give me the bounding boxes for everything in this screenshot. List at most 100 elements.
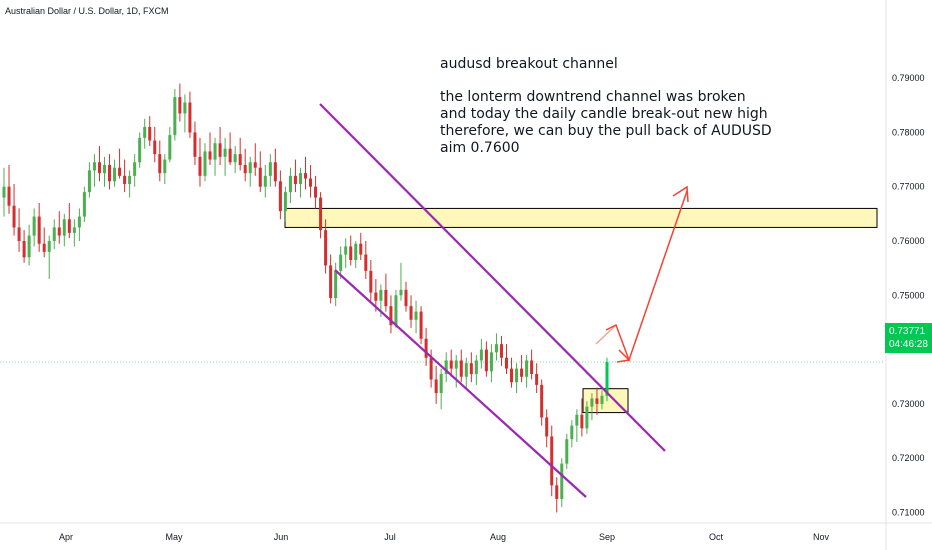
candle-body: [484, 349, 488, 372]
current-price-badge: 0.73771 04:46:28: [885, 323, 932, 353]
candle-body: [454, 360, 458, 369]
y-tick-label: 0.77000: [892, 182, 925, 192]
candle-body: [409, 306, 413, 320]
candle-body: [349, 246, 353, 261]
candle-body: [123, 175, 127, 184]
candle-body: [429, 357, 433, 380]
candle-body: [570, 425, 574, 440]
candle-body: [545, 417, 549, 437]
candle-body: [605, 362, 609, 396]
candle-body: [243, 164, 247, 174]
candle-body: [444, 360, 448, 375]
candle-body: [133, 162, 137, 176]
candle-body: [183, 102, 187, 114]
candle-body: [27, 235, 31, 258]
candle-body: [273, 162, 277, 182]
candle-body: [283, 192, 287, 212]
candle-body: [298, 173, 302, 184]
candle-body: [580, 414, 584, 429]
candle-body: [329, 265, 333, 299]
candle-body: [525, 360, 529, 377]
x-tick-label: Jul: [384, 532, 396, 542]
annotation-line-3: therefore, we can buy the pull back of A…: [440, 123, 772, 139]
candle-body: [595, 398, 599, 404]
annotation-line-4: aim 0.7600: [440, 140, 520, 156]
candle-body: [449, 360, 453, 369]
candle-body: [439, 374, 443, 394]
candle-body: [163, 159, 167, 174]
candle-body: [434, 379, 438, 394]
annotation-text: audusd breakout channel the lonterm down…: [440, 56, 772, 157]
candle-body: [303, 173, 308, 179]
y-tick-label: 0.73000: [892, 399, 925, 409]
candle-body: [7, 186, 11, 206]
candle-body: [379, 289, 383, 301]
candle-body: [459, 360, 463, 377]
y-tick-label: 0.78000: [892, 127, 925, 137]
candle-body: [97, 162, 101, 174]
candle-body: [535, 374, 539, 385]
projection-start: [595, 324, 617, 345]
target-arrowhead: [672, 185, 689, 203]
candle-body: [153, 140, 157, 155]
symbol-title: Australian Dollar / U.S. Dollar, 1D, FXC…: [5, 6, 169, 16]
candle-body: [52, 227, 56, 241]
candle-body: [108, 164, 112, 182]
candle-body: [469, 363, 473, 375]
candle-body: [223, 148, 227, 157]
y-tick-label: 0.71000: [892, 508, 925, 518]
candle-body: [213, 143, 217, 160]
candle-body: [354, 243, 358, 261]
candle-body: [424, 338, 428, 358]
channel-lower-line: [334, 269, 587, 498]
candle-body: [22, 241, 26, 258]
x-tick-label: Sep: [599, 532, 615, 542]
candle-body: [479, 349, 483, 361]
candle-body: [168, 135, 172, 160]
candle-body: [560, 463, 564, 499]
candle-body: [148, 126, 152, 141]
candle-body: [72, 227, 76, 233]
x-tick-label: Apr: [59, 532, 73, 542]
candle-body: [369, 270, 373, 293]
candle-body: [158, 154, 162, 174]
candle-body: [339, 254, 343, 271]
pullback-arrowhead: [616, 349, 631, 363]
candle-body: [228, 148, 232, 163]
candle-body: [394, 295, 398, 326]
y-tick-label: 0.75000: [892, 290, 925, 300]
candle-body: [600, 395, 604, 404]
candle-body: [57, 227, 61, 236]
current-price-label: 0.73771: [889, 326, 926, 337]
x-tick-label: Nov: [813, 532, 830, 542]
candle-body: [585, 406, 589, 429]
candle-body: [193, 132, 197, 157]
candle-body: [399, 289, 403, 296]
x-tick-label: Aug: [490, 532, 506, 542]
channel-upper-line: [319, 103, 666, 452]
candle-body: [248, 162, 252, 174]
candle-body: [82, 192, 86, 217]
candle-body: [258, 167, 262, 187]
candle-body: [293, 175, 297, 184]
candle-body: [474, 360, 478, 375]
candle-body: [504, 357, 509, 369]
candle-body: [389, 306, 393, 326]
candle-body: [324, 230, 328, 266]
candle-body: [464, 363, 468, 377]
candle-body: [278, 181, 282, 212]
candle-body: [47, 241, 51, 252]
candle-body: [67, 219, 71, 233]
candle-body: [87, 170, 91, 193]
candle-body: [530, 360, 534, 375]
candle-body: [309, 178, 313, 187]
candle-body: [489, 352, 493, 372]
candle-body: [520, 368, 524, 377]
candle-body: [268, 162, 272, 176]
candle-body: [42, 243, 46, 252]
candle-body: [359, 243, 363, 255]
candle-body: [32, 216, 36, 236]
candle-body: [499, 344, 503, 358]
candle-body: [364, 254, 368, 271]
